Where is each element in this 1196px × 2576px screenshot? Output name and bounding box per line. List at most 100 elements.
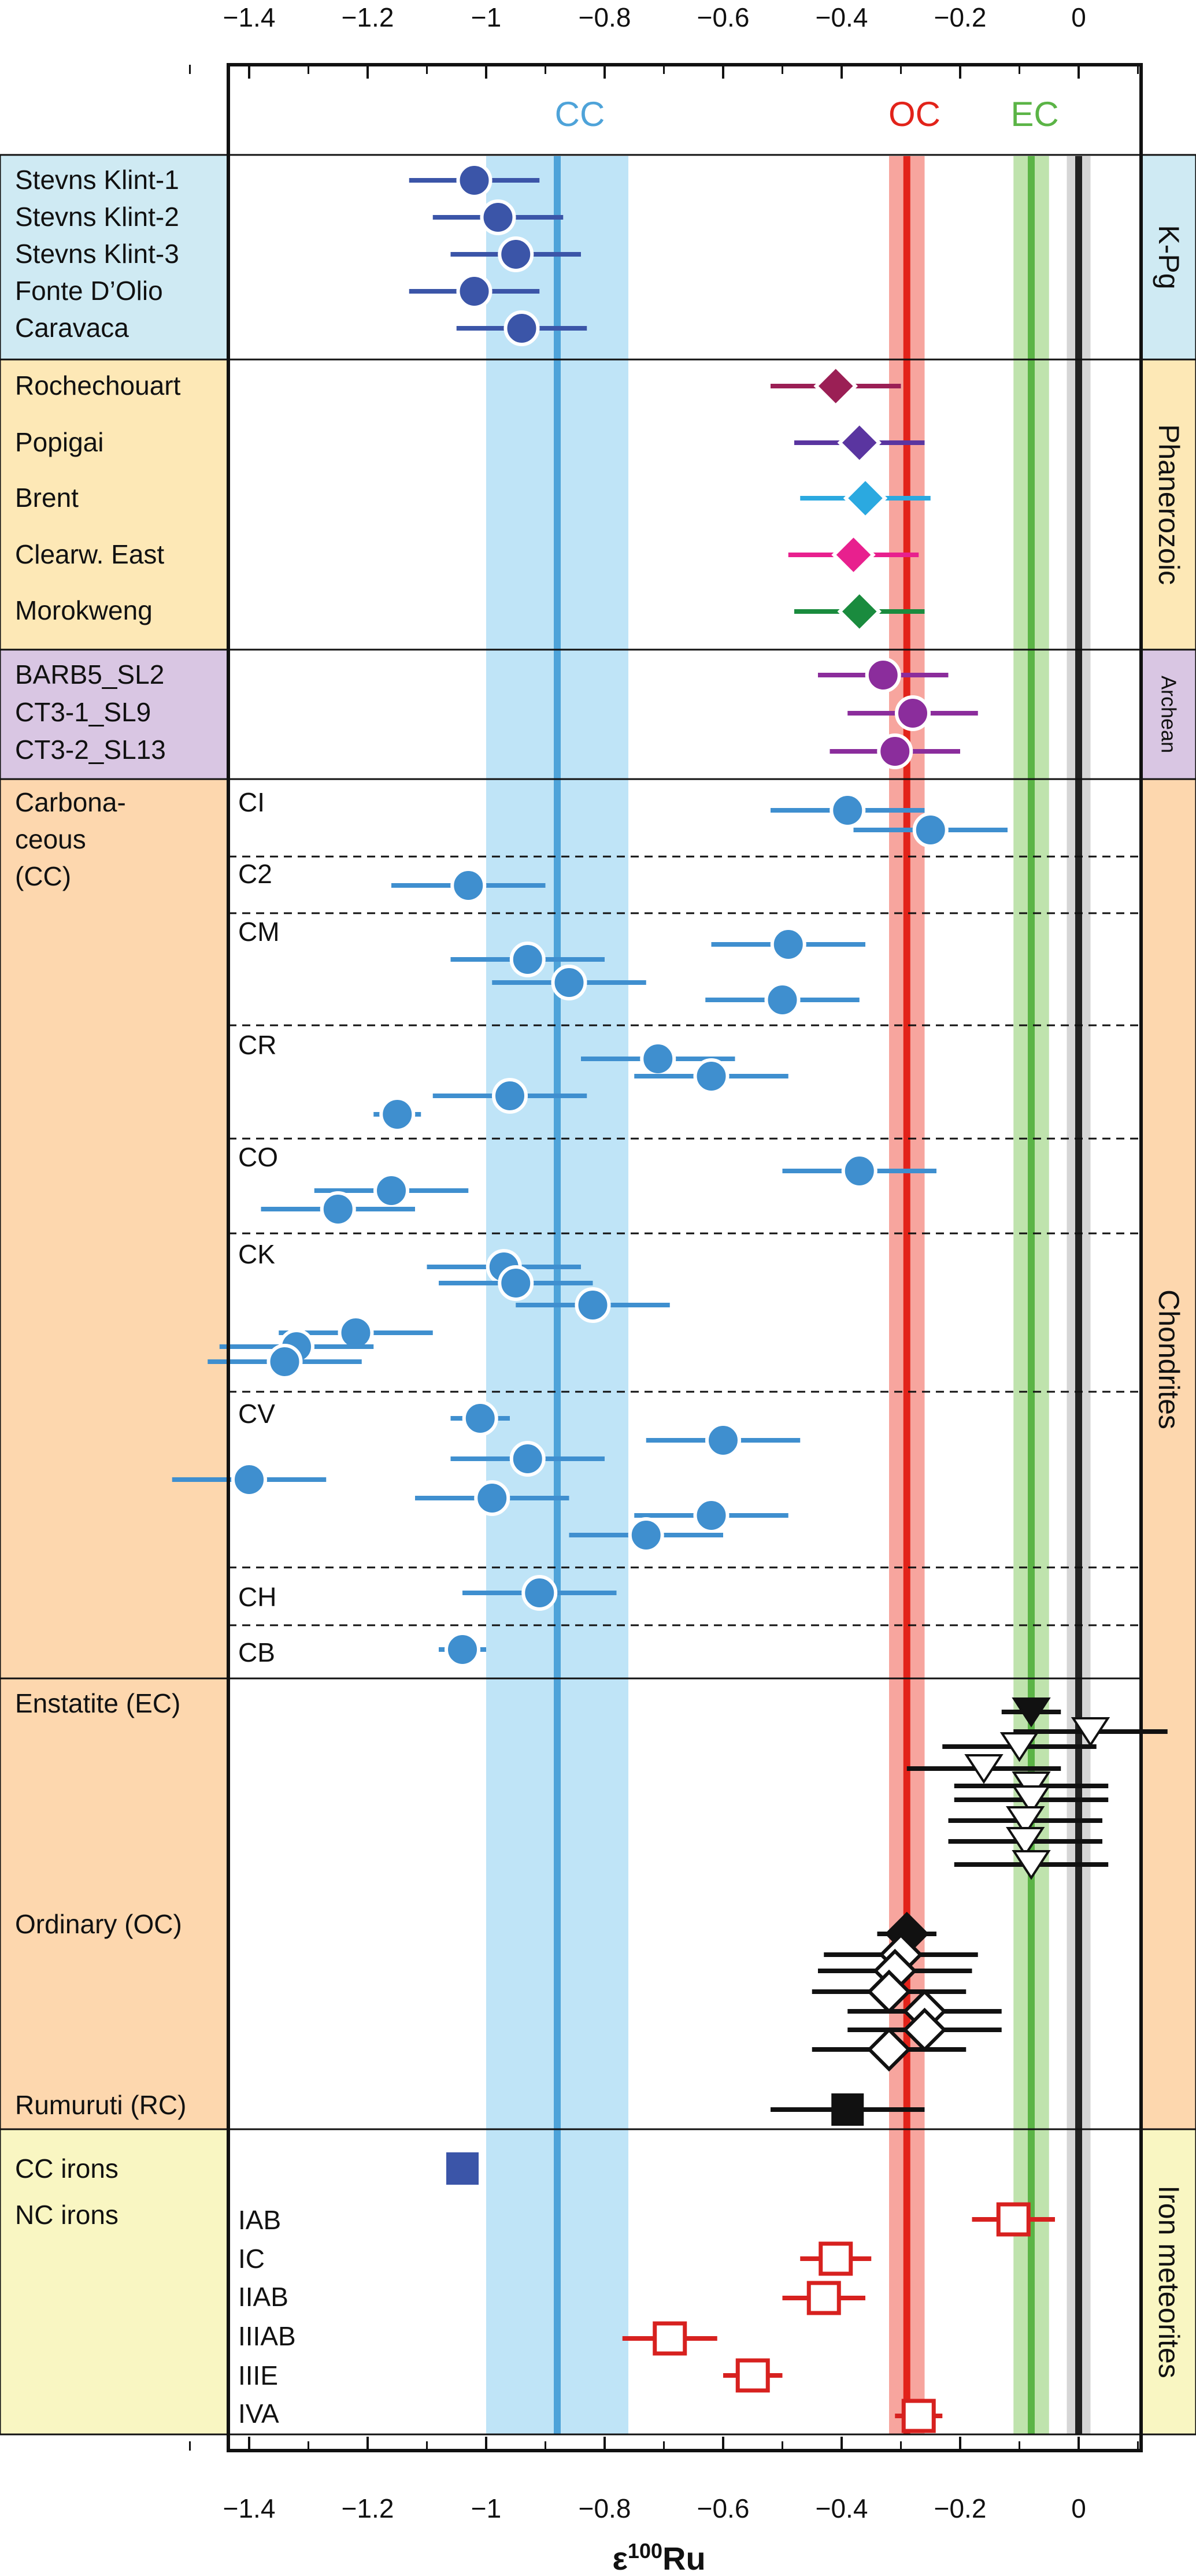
- data-point: [492, 1078, 528, 1114]
- data-point: [901, 2399, 936, 2433]
- row-label: Stevns Klint-2: [15, 202, 179, 232]
- data-point: [806, 2281, 841, 2315]
- right-box-chondrites: [1140, 778, 1196, 2130]
- sub-labels: CI C2 CM CR CO CK CV CH CB IAB IC IIAB I…: [238, 787, 296, 2429]
- row-label: (CC): [15, 861, 71, 891]
- band-label-ec: EC: [1010, 95, 1058, 134]
- row-label: BARB5_SL2: [15, 659, 164, 690]
- row-label: Clearw. East: [15, 539, 164, 569]
- tick-marks: [189, 65, 1139, 2451]
- top-tick-label: −0.4: [816, 2, 868, 32]
- separators: [228, 154, 1141, 2436]
- group-label-archean: Archean: [1157, 676, 1181, 753]
- right-box-phanerozoic: [1140, 358, 1196, 651]
- data-point: [379, 1096, 416, 1132]
- data-point: [231, 1462, 267, 1498]
- data-point: [1012, 1785, 1051, 1815]
- plot-frame: [227, 63, 1143, 2452]
- data-point: [837, 589, 882, 634]
- left-box-ec-oc-rc: [0, 1677, 229, 2130]
- data-point: [628, 1517, 664, 1553]
- row-label: Popigai: [15, 427, 103, 457]
- group-label-phanerozoic: Phanerozoic: [1153, 424, 1185, 585]
- data-point: [338, 1315, 374, 1351]
- sub-label: CI: [238, 787, 265, 817]
- left-box-phanerozoic: [0, 358, 229, 651]
- data-point: [1012, 1850, 1051, 1880]
- sub-label: CK: [238, 1239, 275, 1269]
- data-marks: [172, 162, 1168, 2433]
- data-point: [735, 2358, 770, 2393]
- data-point: [841, 1153, 877, 1189]
- bottom-tick-label: −1.2: [342, 2493, 394, 2523]
- data-point: [266, 1344, 303, 1380]
- top-tick-label: −1: [471, 2, 501, 32]
- row-label: Morokweng: [15, 595, 153, 625]
- row-label: CT3-1_SL9: [15, 697, 151, 727]
- sub-label: IC: [238, 2244, 265, 2274]
- row-label: Ordinary (OC): [15, 1909, 182, 1939]
- sub-label: IIAB: [238, 2282, 288, 2312]
- x-axis-title: ε100Ru: [612, 2539, 705, 2576]
- sub-label: CV: [238, 1399, 275, 1429]
- data-point: [1006, 1827, 1045, 1857]
- row-labels: Stevns Klint-1 Stevns Klint-2 Stevns Kli…: [15, 165, 186, 2230]
- group-label-irons: Iron meteorites: [1153, 2185, 1185, 2378]
- row-label: Rumuruti (RC): [15, 2090, 186, 2120]
- data-point: [445, 1632, 480, 1667]
- data-point: [693, 1058, 730, 1094]
- data-point: [373, 1173, 409, 1209]
- group-label-chondrites: Chondrites: [1153, 1289, 1185, 1429]
- right-box-irons: [1140, 2128, 1196, 2436]
- bottom-tick-label: 0: [1071, 2493, 1086, 2523]
- row-label: CC irons: [15, 2154, 119, 2184]
- bottom-tick-labels: −1.4 −1.2 −1 −0.8 −0.6 −0.4 −0.2 0: [223, 2493, 1086, 2523]
- row-label: Rochechouart: [15, 370, 181, 401]
- row-label: Caravaca: [15, 313, 129, 343]
- data-point: [509, 942, 546, 977]
- top-tick-label: −1.4: [223, 2, 276, 32]
- data-point: [456, 162, 493, 198]
- data-point: [877, 733, 913, 769]
- bottom-tick-label: −1: [471, 2493, 501, 2523]
- data-point: [819, 2241, 853, 2276]
- sub-label: CR: [238, 1030, 276, 1060]
- data-point: [503, 310, 540, 346]
- top-tick-label: −0.8: [579, 2, 631, 32]
- right-group-column: [1140, 154, 1196, 2436]
- data-point: [653, 2321, 687, 2356]
- row-label: Fonte D’Olio: [15, 276, 163, 306]
- data-point: [764, 982, 801, 1018]
- sub-label: IVA: [238, 2399, 279, 2429]
- sub-label: IAB: [238, 2205, 281, 2235]
- data-point: [831, 532, 876, 577]
- data-point: [498, 1265, 534, 1301]
- data-point: [509, 1441, 546, 1477]
- left-box-irons: [0, 2128, 229, 2436]
- sub-label: CB: [238, 1637, 275, 1667]
- sub-label: IIIE: [238, 2360, 278, 2390]
- band-label-oc: OC: [888, 95, 940, 134]
- bottom-tick-label: −0.2: [934, 2493, 987, 2523]
- data-point: [456, 273, 493, 309]
- data-point: [521, 1575, 558, 1611]
- data-point: [474, 1480, 510, 1516]
- data-point: [830, 792, 866, 828]
- data-point: [551, 965, 587, 1000]
- left-box-kpg: [0, 154, 229, 361]
- bottom-tick-label: −1.4: [223, 2493, 276, 2523]
- data-point: [837, 420, 882, 465]
- data-point: [912, 812, 949, 848]
- top-tick-labels: −1.4 −1.2 −1 −0.8 −0.6 −0.4 −0.2 0: [223, 2, 1086, 32]
- bottom-tick-label: −0.4: [816, 2493, 868, 2523]
- data-point: [843, 476, 888, 521]
- data-point: [480, 199, 516, 235]
- row-label: Stevns Klint-3: [15, 239, 179, 269]
- top-tick-label: −0.2: [934, 2, 987, 32]
- left-box-carbonaceous: [0, 778, 229, 1680]
- data-point: [705, 1422, 741, 1458]
- top-tick-label: −0.6: [697, 2, 750, 32]
- data-point: [813, 364, 858, 409]
- data-point: [770, 926, 806, 962]
- data-point: [865, 657, 901, 693]
